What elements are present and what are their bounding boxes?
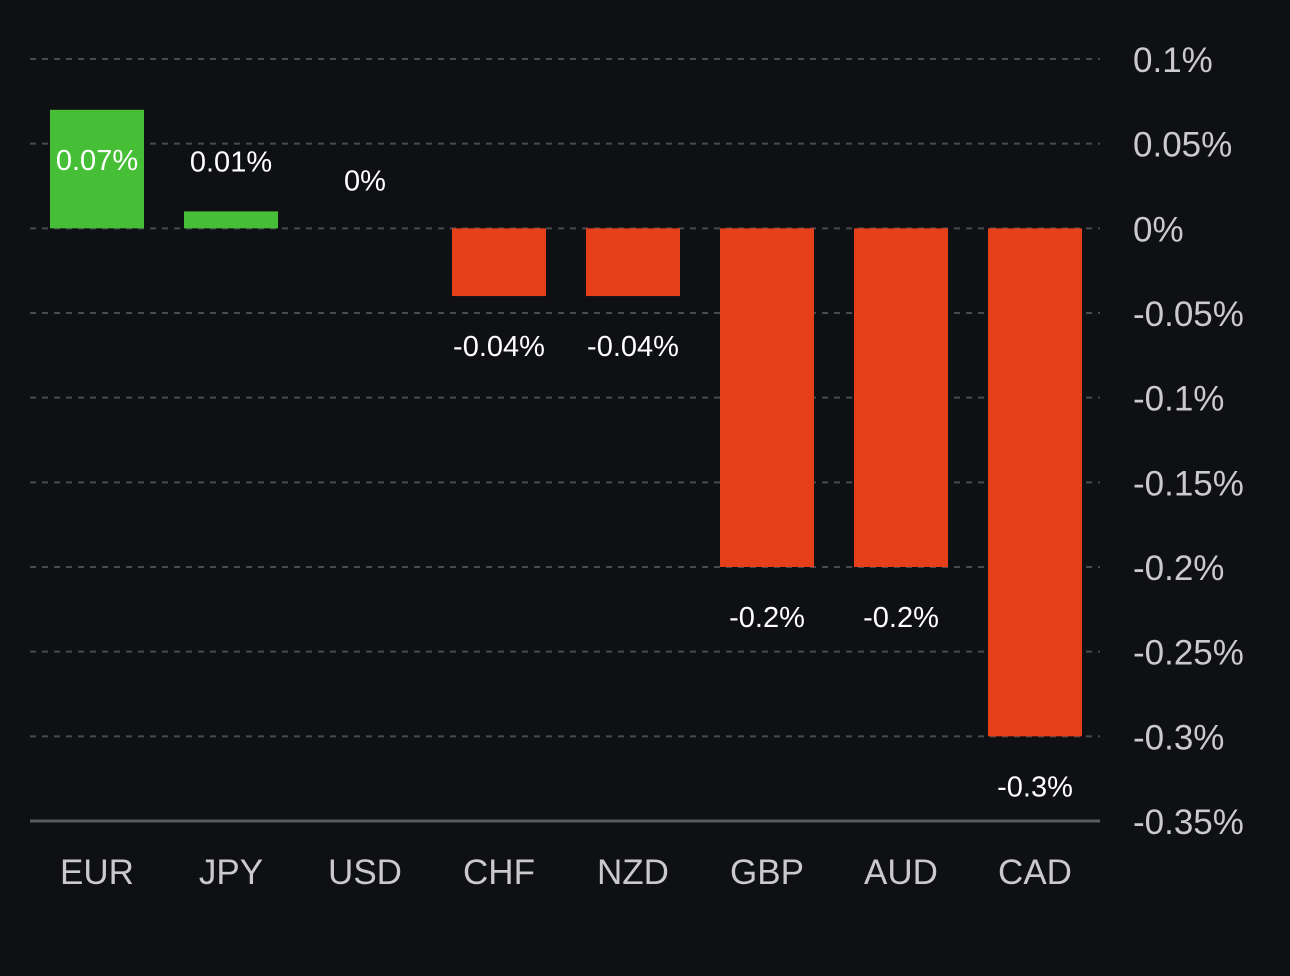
y-tick-label: 0% (1133, 210, 1184, 249)
y-tick-label: -0.35% (1133, 803, 1244, 842)
category-label-usd: USD (328, 853, 402, 892)
category-label-nzd: NZD (597, 853, 669, 892)
data-label-eur: 0.07% (56, 145, 138, 177)
y-tick-label: 0.1% (1133, 41, 1213, 80)
y-tick-label: -0.15% (1133, 464, 1244, 503)
category-label-cad: CAD (998, 853, 1072, 892)
y-tick-label: -0.2% (1133, 549, 1224, 588)
data-label-jpy: 0.01% (190, 146, 272, 178)
y-axis-ticks: 0.1% 0.05% 0% -0.05% -0.1% -0.15% -0.2% -0.25% -… (1133, 41, 1244, 842)
bars (50, 109, 1082, 737)
y-tick-label: -0.3% (1133, 718, 1224, 757)
y-tick-label: -0.25% (1133, 634, 1244, 673)
category-label-chf: CHF (463, 853, 535, 892)
category-label-aud: AUD (864, 853, 938, 892)
y-tick-label: -0.05% (1133, 295, 1244, 334)
bar-gbp[interactable] (720, 228, 814, 568)
category-label-gbp: GBP (730, 853, 804, 892)
bar-aud[interactable] (854, 228, 948, 568)
data-labels: 0.07% 0.01% 0% -0.04% -0.04% -0.2% -0.2% -0.3% (56, 145, 1073, 804)
bar-cad[interactable] (988, 228, 1082, 737)
bar-nzd[interactable] (586, 228, 680, 297)
y-tick-label: -0.1% (1133, 380, 1224, 419)
data-label-cad: -0.3% (997, 771, 1073, 803)
category-label-eur: EUR (60, 853, 134, 892)
bar-jpy[interactable] (184, 211, 278, 229)
bar-chf[interactable] (452, 228, 546, 297)
data-label-aud: -0.2% (863, 602, 939, 634)
data-label-gbp: -0.2% (729, 602, 805, 634)
bar-eur[interactable] (50, 109, 144, 229)
data-label-nzd: -0.04% (587, 331, 679, 363)
data-label-chf: -0.04% (453, 331, 545, 363)
y-tick-label: 0.05% (1133, 126, 1232, 165)
data-label-usd: 0% (344, 165, 386, 197)
x-axis-categories: EUR JPY USD CHF NZD GBP AUD CAD (60, 853, 1072, 892)
category-label-jpy: JPY (199, 853, 263, 892)
